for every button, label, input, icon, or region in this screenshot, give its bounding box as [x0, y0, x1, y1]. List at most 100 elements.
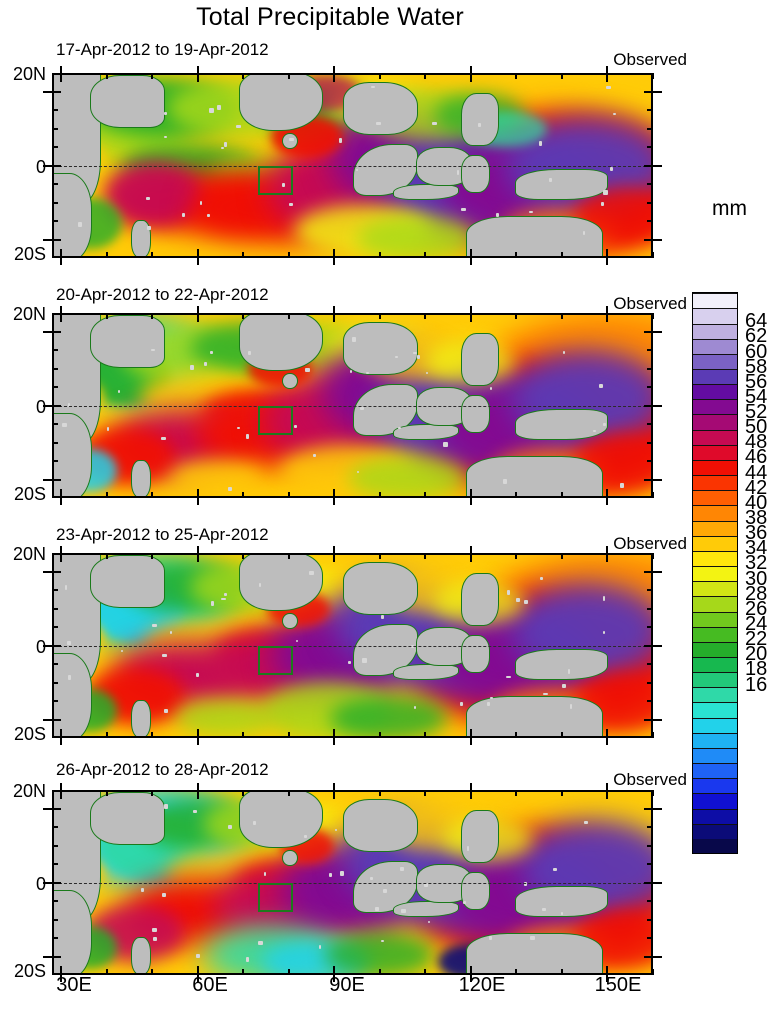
missing-data-speck: [221, 147, 224, 149]
missing-data-speck: [400, 867, 403, 871]
xtick-label-150e: 150E: [578, 975, 658, 995]
panel-1-xtick-outer: [333, 66, 335, 74]
panel-1-xtick-outer: [606, 66, 608, 74]
panel-1-ytick: [52, 128, 58, 130]
panel-3-xtick: [515, 553, 517, 559]
landmass-coastline: [466, 456, 604, 496]
panel-2-xtick-outer: [60, 497, 62, 505]
panel-2-ytick-20n: 20N: [0, 305, 46, 323]
colorbar-band-27: [693, 430, 737, 445]
missing-data-speck: [305, 368, 310, 372]
colorbar-band-18: [693, 566, 737, 581]
landmass-coastline: [90, 315, 164, 368]
panel-1-source-label: Observed: [613, 50, 687, 70]
panel-1-xtick-outer: [470, 257, 472, 265]
panel-1-xtick: [242, 73, 244, 79]
panel-3-xtick: [379, 732, 381, 738]
panel-3-ytick: [52, 571, 61, 573]
panel-4-ytick: [52, 937, 58, 939]
panel-4-ytick-outer: [652, 808, 662, 810]
missing-data-speck: [304, 835, 307, 838]
landmass-coastline: [54, 413, 92, 496]
panel-1-xtick: [242, 252, 244, 258]
colorbar-band-9: [693, 702, 737, 717]
missing-data-speck: [613, 113, 616, 115]
missing-data-speck: [583, 231, 586, 235]
panel-2-xtick: [288, 492, 290, 498]
panel-1-xtick: [151, 73, 153, 79]
panel-4-ytick: [52, 882, 61, 884]
equator-dashed-line: [54, 406, 651, 407]
panel-1-ytick: [52, 239, 61, 241]
panel-1-xtick: [515, 73, 517, 79]
missing-data-speck: [78, 222, 81, 226]
panel-3-xtick: [515, 732, 517, 738]
colorbar-band-29: [693, 399, 737, 414]
panel-3-xtick-outer: [606, 737, 608, 745]
panel-2-ytick: [52, 331, 61, 333]
missing-data-speck: [401, 909, 405, 913]
panel-2-ytick-0: 0: [0, 398, 46, 416]
panel-3-xtick: [652, 553, 654, 559]
missing-data-speck: [457, 170, 459, 174]
xtick-label-120e: 120E: [442, 975, 522, 995]
missing-data-speck: [601, 202, 604, 206]
panel-2-ytick-20s: 20S: [0, 485, 46, 503]
panel-2-ytick: [647, 442, 653, 444]
region-of-interest-box: [258, 883, 294, 912]
panel-1-xtick: [515, 252, 517, 258]
landmass-coastline: [131, 700, 151, 736]
panel-1-xtick: [652, 73, 654, 79]
field-blob: [357, 216, 475, 256]
xtick-label-90e: 90E: [307, 975, 387, 995]
landmass-coastline: [343, 82, 417, 135]
xtick-label-60e: 60E: [170, 975, 250, 995]
panel-2-xtick: [288, 313, 290, 319]
missing-data-speck: [362, 658, 367, 663]
missing-data-speck: [584, 821, 589, 824]
panel-1-xtick: [106, 252, 108, 258]
panel-4-ytick: [647, 900, 653, 902]
panel-3-xtick: [606, 553, 608, 562]
panel-3-ytick: [52, 663, 58, 665]
panel-2-xtick: [515, 492, 517, 498]
panel-1-date-label: 17-Apr-2012 to 19-Apr-2012: [56, 40, 269, 60]
panel-2-xtick: [561, 492, 563, 498]
landmass-coastline: [54, 173, 92, 256]
missing-data-speck: [182, 213, 185, 217]
panel-4-ytick-outer: [43, 956, 53, 958]
colorbar-band-19: [693, 551, 737, 566]
panel-1-xtick: [106, 73, 108, 79]
colorbar-tick-16: 16: [745, 675, 767, 695]
panel-3-date-label: 23-Apr-2012 to 25-Apr-2012: [56, 525, 269, 545]
panel-4-ytick-outer: [652, 956, 662, 958]
panel-4-xtick: [470, 790, 472, 799]
panel-2-xtick: [333, 313, 335, 322]
panel-4-xtick: [106, 790, 108, 796]
panel-2-xtick: [424, 492, 426, 498]
panel-4-source-label: Observed: [613, 770, 687, 790]
colorbar-band-15: [693, 612, 737, 627]
panel-1-xtick: [424, 73, 426, 79]
landmass-coastline: [393, 184, 458, 200]
panel-3-ytick: [52, 589, 58, 591]
missing-data-speck: [340, 871, 344, 876]
landmass-coastline: [131, 220, 151, 256]
equator-dashed-line: [54, 646, 651, 647]
missing-data-speck: [375, 907, 379, 911]
panel-4-xtick: [288, 969, 290, 975]
panel-1-ytick: [52, 109, 58, 111]
panel-4-ytick: [52, 919, 58, 921]
colorbar-band-17: [693, 581, 737, 596]
panel-2-ytick: [52, 460, 58, 462]
missing-data-speck: [467, 846, 469, 851]
panel-1-ytick: [52, 183, 58, 185]
panel-1-xtick-outer: [60, 66, 62, 74]
panel-2-xtick: [242, 492, 244, 498]
panel-1-ytick: [647, 183, 653, 185]
panel-1-ytick-outer: [43, 239, 53, 241]
missing-data-speck: [603, 190, 608, 195]
missing-data-speck: [152, 624, 157, 627]
colorbar-band-14: [693, 627, 737, 642]
field-blob: [172, 460, 262, 496]
